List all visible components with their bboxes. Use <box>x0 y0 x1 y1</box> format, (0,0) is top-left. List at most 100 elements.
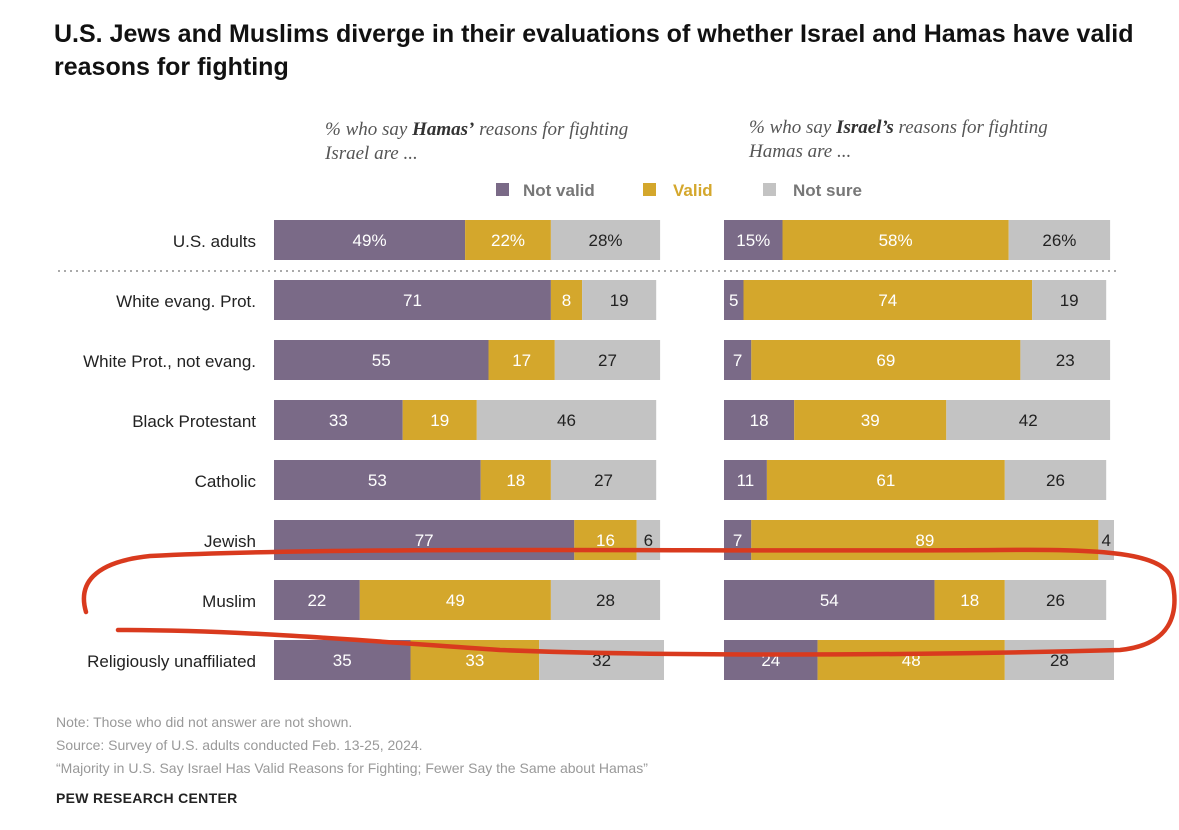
bar-segment-not-sure <box>1008 220 1111 260</box>
chart-row: White Prot., not evang. 55 17 27 7 69 23 <box>83 340 1111 380</box>
bar-segment-not-valid <box>274 220 466 260</box>
chart-row: U.S. adults 49% 22% 28% 15% 58% 26% <box>173 220 1111 260</box>
data-label: 69 <box>876 351 895 370</box>
data-label: 54 <box>820 591 839 610</box>
data-label: 19 <box>430 411 449 430</box>
category-label: U.S. adults <box>173 232 256 251</box>
chart-row: White evang. Prot. 71 8 19 5 74 19 <box>116 280 1107 320</box>
legend-label-valid: Valid <box>673 181 713 200</box>
bar-segment-not-sure <box>550 220 661 260</box>
bar-segment-not-valid <box>274 640 411 680</box>
bar-segment-not-sure <box>476 400 657 440</box>
bar-segment-not-valid <box>274 340 489 380</box>
bar-segment-not-valid <box>724 460 767 500</box>
chart-row: Religiously unaffiliated 35 33 32 24 48 28 <box>87 640 1114 680</box>
category-label: Catholic <box>195 472 257 491</box>
hamas-panel-subtitle: % who say Hamas’ reasons for fighting Is… <box>325 118 655 166</box>
highlight-annotation <box>81 547 1177 657</box>
data-label: 7 <box>733 351 742 370</box>
bar-segment-valid <box>782 220 1009 260</box>
data-label: 8 <box>562 291 571 310</box>
bar-segment-not-sure <box>550 460 657 500</box>
data-label: 26 <box>1046 591 1065 610</box>
category-label: White Prot., not evang. <box>83 352 256 371</box>
subtitle-bold: Israel’s <box>836 117 894 138</box>
data-label: 27 <box>594 471 613 490</box>
data-label: 4 <box>1101 531 1110 550</box>
legend-swatch-valid <box>643 183 656 196</box>
bar-segment-valid <box>743 280 1033 320</box>
data-label: 42 <box>1019 411 1038 430</box>
bar-segment-valid <box>550 280 583 320</box>
bar-segment-not-sure <box>1004 460 1107 500</box>
bar-segment-valid <box>794 400 947 440</box>
data-label: 22 <box>307 591 326 610</box>
bar-segment-valid <box>574 520 637 560</box>
data-label: 19 <box>1060 291 1079 310</box>
data-label: 28% <box>588 231 622 250</box>
data-label: 46 <box>557 411 576 430</box>
subtitle-pre: % who say <box>325 119 413 140</box>
data-label: 71 <box>403 291 422 310</box>
bar-segment-not-valid <box>724 400 795 440</box>
data-label: 27 <box>598 351 617 370</box>
bar-segment-valid <box>817 640 1005 680</box>
bar-segment-valid <box>488 340 555 380</box>
legend-label-not-valid: Not valid <box>523 181 595 200</box>
data-label: 53 <box>368 471 387 490</box>
bar-segment-valid <box>751 520 1099 560</box>
bar-segment-not-valid <box>274 280 551 320</box>
legend-label-not-sure: Not sure <box>793 181 862 200</box>
subtitle-pre: % who say <box>749 117 837 138</box>
category-label: Jewish <box>204 532 256 551</box>
category-label: White evang. Prot. <box>116 292 256 311</box>
bar-segment-valid <box>465 220 551 260</box>
bar-segment-not-valid <box>724 640 818 680</box>
data-label: 39 <box>861 411 880 430</box>
data-label: 28 <box>596 591 615 610</box>
data-label: 11 <box>737 471 755 490</box>
bar-segment-not-valid <box>724 580 935 620</box>
data-label: 5 <box>729 291 738 310</box>
data-label: 49 <box>446 591 465 610</box>
bar-segment-not-sure <box>1020 340 1111 380</box>
chart-row: Black Protestant 33 19 46 18 39 42 <box>132 400 1111 440</box>
data-label: 19 <box>610 291 629 310</box>
bar-segment-valid <box>766 460 1005 500</box>
bar-segment-not-sure <box>550 580 661 620</box>
chart-title: U.S. Jews and Muslims diverge in their e… <box>54 20 1134 81</box>
data-label: 18 <box>506 471 525 490</box>
bar-segment-valid <box>359 580 551 620</box>
category-label: Black Protestant <box>132 412 256 431</box>
legend: Not valid Valid Not sure <box>496 181 862 200</box>
bar-segment-not-sure <box>1004 580 1107 620</box>
bar-segment-valid <box>480 460 551 500</box>
bar-segment-valid <box>934 580 1005 620</box>
data-label: 18 <box>960 591 979 610</box>
bar-segment-valid <box>402 400 477 440</box>
bar-segment-not-sure <box>946 400 1111 440</box>
bar-segment-not-valid <box>724 280 744 320</box>
report-title-text: “Majority in U.S. Say Israel Has Valid R… <box>56 760 648 776</box>
data-label: 32 <box>592 651 611 670</box>
subtitle-bold: Hamas’ <box>412 119 475 140</box>
subtitle-post: reasons for fighting Hamas are ... <box>749 117 1048 162</box>
chart-row: Catholic 53 18 27 11 61 26 <box>195 460 1107 500</box>
annotation-layer <box>81 547 1177 657</box>
brand-name: PEW RESEARCH CENTER <box>56 790 238 806</box>
data-label: 58% <box>879 231 913 250</box>
data-label: 55 <box>372 351 391 370</box>
category-label: Muslim <box>202 592 256 611</box>
bar-segment-not-sure <box>554 340 661 380</box>
bar-segment-valid <box>751 340 1021 380</box>
data-label: 18 <box>750 411 769 430</box>
legend-swatch-not-sure <box>763 183 776 196</box>
bar-segment-not-sure <box>1032 280 1107 320</box>
data-label: 15% <box>736 231 770 250</box>
subtitle-post: reasons for fighting Israel are ... <box>325 119 629 164</box>
data-label: 28 <box>1050 651 1069 670</box>
data-label: 74 <box>878 291 897 310</box>
data-label: 33 <box>465 651 484 670</box>
israel-panel-subtitle: % who say Israel’s reasons for fighting … <box>749 116 1079 164</box>
data-label: 33 <box>329 411 348 430</box>
